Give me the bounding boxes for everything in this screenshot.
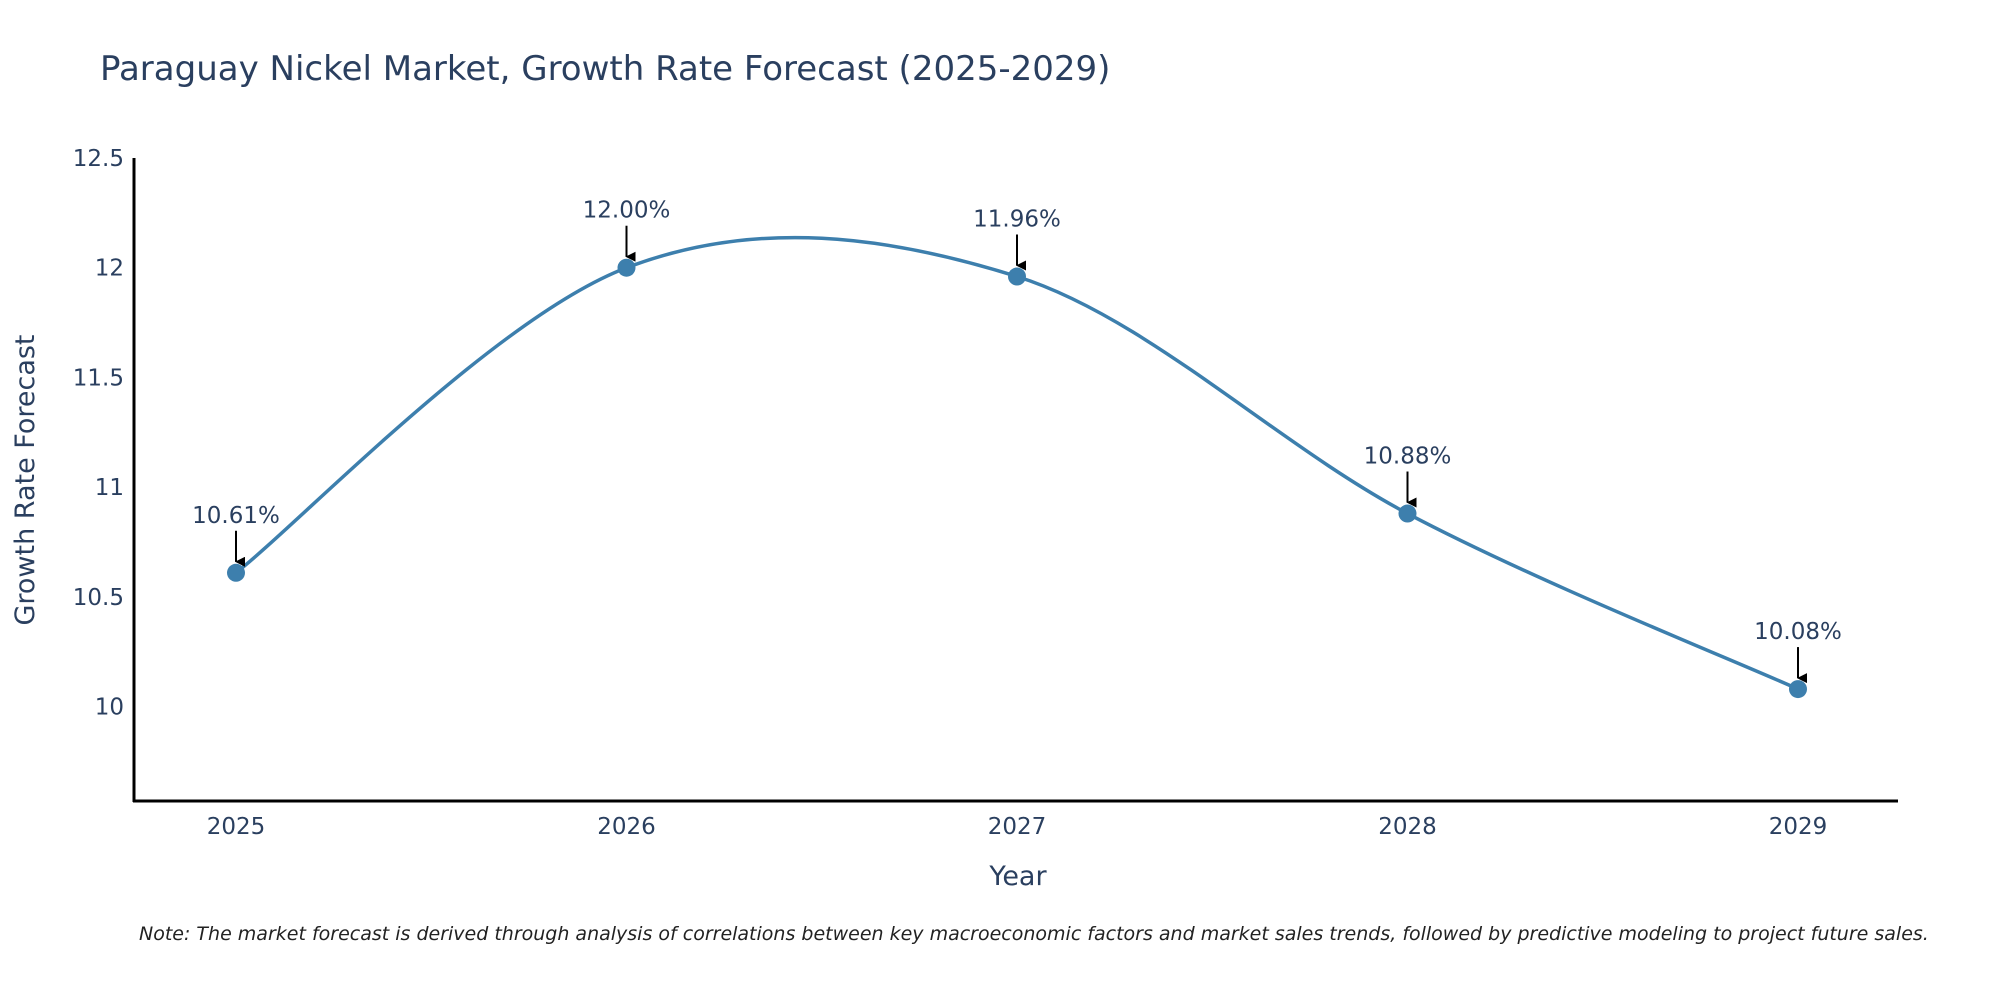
x-tick-label: 2027: [988, 814, 1047, 840]
y-axis-ticks: 10 10.5 11 11.5 12 12.5: [73, 146, 124, 721]
data-point-marker: [1398, 504, 1417, 523]
data-point-marker: [617, 258, 636, 277]
data-annotations: 10.61% 12.00% 11.96% 10.88% 10.08%: [192, 198, 1842, 684]
x-tick-label: 2025: [207, 814, 266, 840]
data-label: 10.61%: [192, 503, 280, 529]
growth-rate-line: [234, 235, 1799, 691]
x-axis-ticks: 2025 2026 2027 2028 2029: [207, 814, 1828, 840]
chart-title: Paraguay Nickel Market, Growth Rate Fore…: [100, 49, 1110, 89]
data-point-marker: [1008, 267, 1026, 286]
y-tick-label: 10.5: [73, 585, 124, 611]
x-tick-label: 2029: [1769, 814, 1828, 840]
footnote: Note: The market forecast is derived thr…: [139, 923, 1929, 945]
y-tick-label: 10: [95, 695, 124, 721]
data-label: 12.00%: [583, 198, 671, 224]
y-axis-title: Growth Rate Forecast: [10, 334, 41, 625]
x-tick-label: 2028: [1378, 814, 1437, 840]
data-label: 11.96%: [973, 207, 1061, 233]
data-point-marker: [1789, 680, 1807, 699]
y-tick-label: 12.5: [73, 146, 124, 172]
data-point-marker: [227, 563, 245, 582]
y-tick-label: 11.5: [73, 365, 124, 391]
y-tick-label: 12: [95, 256, 124, 282]
x-tick-label: 2026: [597, 814, 656, 840]
data-label: 10.88%: [1364, 444, 1452, 470]
data-label: 10.08%: [1754, 619, 1842, 645]
y-tick-label: 11: [95, 475, 124, 501]
data-points: [227, 258, 1807, 699]
x-axis-title: Year: [988, 861, 1047, 892]
